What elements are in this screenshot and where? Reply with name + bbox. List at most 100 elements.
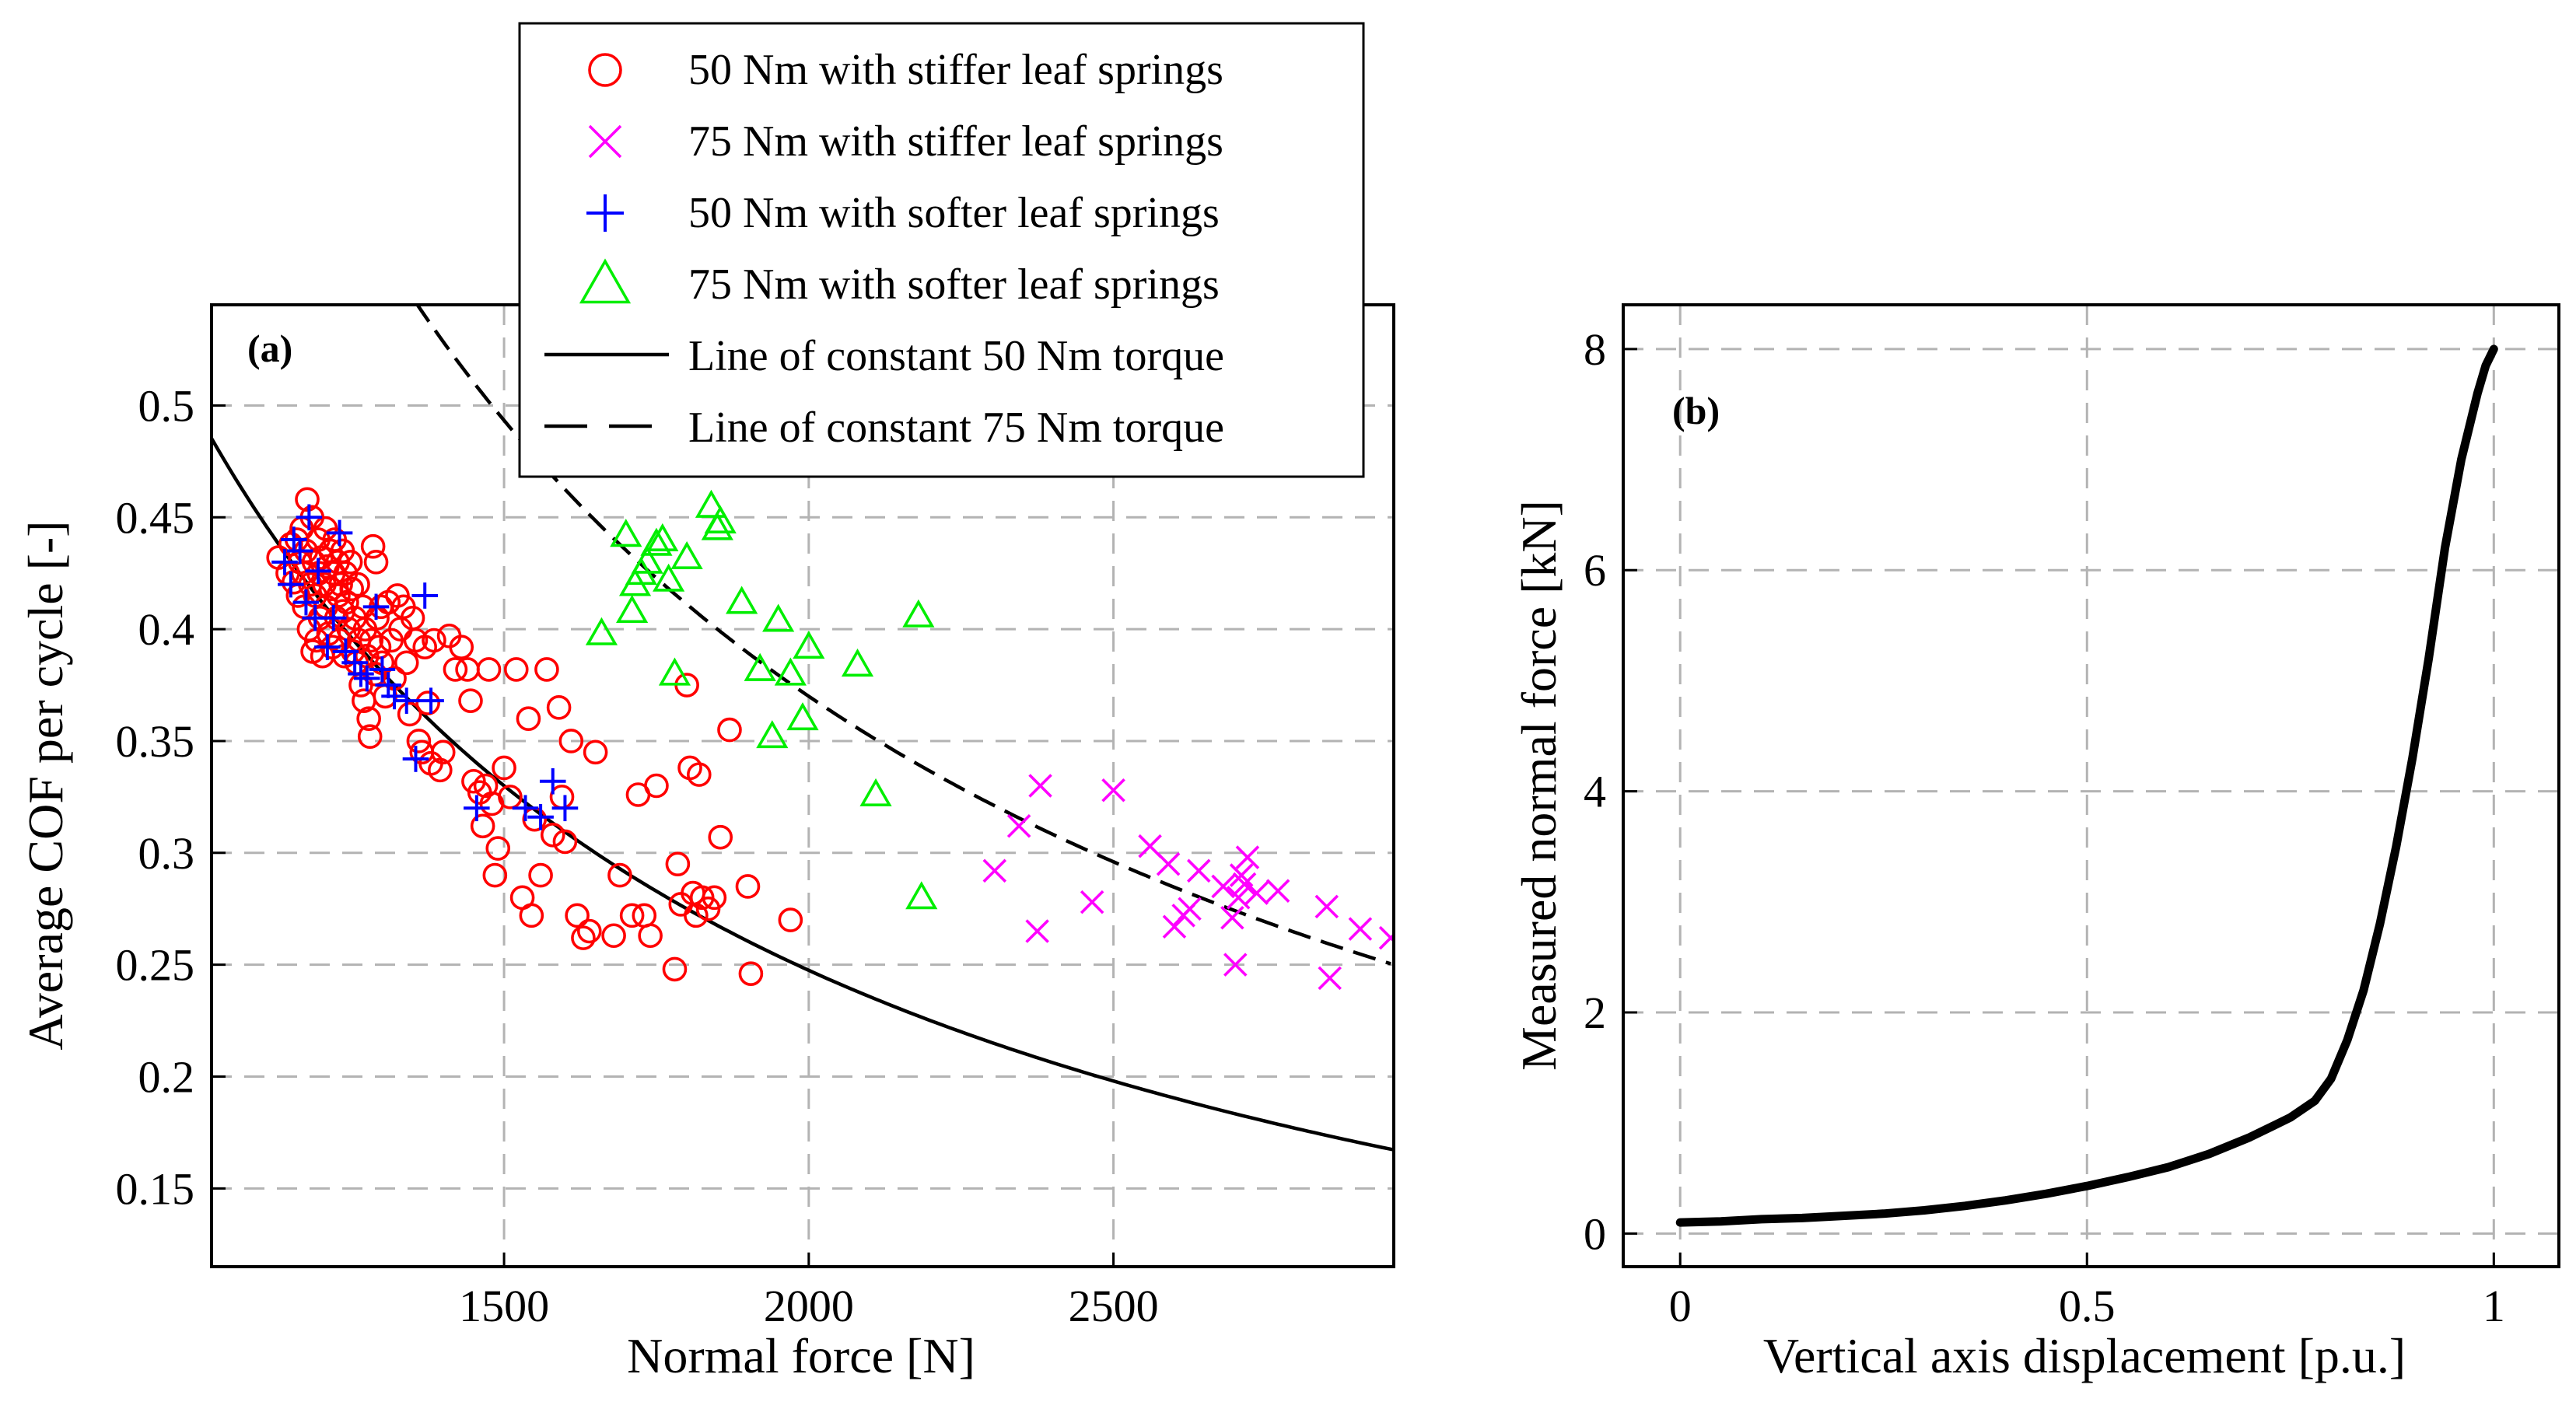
soft-50-point [278, 571, 304, 598]
panel-b-x-axis-label: Vertical axis displacement [p.u.] [1763, 1328, 2406, 1383]
stiff-75-point [982, 858, 1007, 883]
stiff-50-point [565, 903, 590, 928]
normal-force-curve [1675, 344, 2498, 1227]
legend-label: Line of constant 75 Nm torque [688, 404, 1224, 452]
stiff-75-point [1244, 881, 1269, 905]
stiff-50-point [397, 701, 422, 727]
panel-b-y-tick-label: 0 [1584, 1208, 1606, 1259]
stiff-50-point [519, 903, 544, 928]
panel-b-x-tick-label: 1 [2483, 1281, 2505, 1331]
soft-50-point [314, 634, 341, 660]
stiff-50-point [363, 550, 389, 575]
torque-50-line [212, 435, 1394, 1152]
soft-75-point [841, 649, 874, 677]
panel-a-y-tick-label: 0.2 [138, 1051, 195, 1102]
legend-entry: 50 Nm with softer leaf springs [586, 189, 1220, 237]
panel-b-y-tick-label: 4 [1584, 767, 1606, 817]
stiff-75-point [1162, 914, 1187, 939]
panel-b-ticks: 0 0.5 1 0 2 4 6 8 [1584, 324, 2505, 1331]
soft-75-point [631, 545, 663, 574]
stiff-75-point [1318, 966, 1342, 991]
legend-marker [588, 53, 622, 87]
stiff-50-point [534, 657, 559, 682]
stiff-50-point [735, 874, 761, 899]
panel-b-chart: 0 0.5 1 0 2 4 6 8 (b) Vertical axis displacemen… [1511, 303, 2560, 1383]
stiff-50-point [552, 829, 578, 855]
soft-50-point [464, 795, 490, 822]
soft-50-point [402, 746, 429, 772]
legend-label: Line of constant 50 Nm torque [688, 332, 1224, 380]
soft-75-point [786, 702, 819, 731]
soft-50-point [418, 687, 444, 714]
stiff-75-point [1378, 925, 1394, 950]
stiff-50-point [415, 691, 440, 715]
soft-75-point [902, 599, 935, 628]
stiff-50-point [687, 762, 712, 787]
panel-b-grid [1623, 305, 2559, 1267]
stiff-75-point [1232, 872, 1257, 897]
panel-a-plot-area [212, 305, 1394, 1152]
stiff-75-point [1211, 874, 1235, 899]
stiff-50-point [516, 706, 541, 731]
stiff-50-point [684, 903, 709, 928]
stiff-50-point [492, 755, 516, 781]
stiff-50-point [778, 907, 803, 932]
stiff-50-point [345, 572, 370, 597]
soft-75-point [774, 657, 807, 686]
panel-a-y-axis-label: Average COF per cycle [-] [18, 520, 73, 1050]
stiff-75-point [1156, 851, 1181, 876]
panel-b-y-axis-label: Measured normal force [kN] [1511, 500, 1566, 1071]
soft-50-point [551, 795, 579, 822]
panel-a-y-tick-label: 0.45 [116, 492, 195, 543]
stiff-50-point [665, 851, 691, 876]
panel-b-label: (b) [1672, 389, 1720, 432]
panel-b-y-tick-label: 8 [1584, 324, 1606, 375]
soft-75-point [762, 603, 795, 632]
soft-50-point [341, 649, 368, 677]
stiff-75-point [1101, 778, 1125, 802]
stiff-50-point [644, 773, 669, 799]
stiff-50-point [334, 589, 359, 615]
legend-marker [586, 194, 624, 232]
soft-75-point [653, 563, 685, 592]
stiff-75-point [1220, 905, 1244, 930]
stiff-50-point [476, 657, 502, 682]
stiff-50-point [638, 923, 663, 949]
stiff-50-point [406, 729, 432, 753]
soft-50-point [527, 803, 554, 830]
soft-75-point [704, 505, 737, 533]
stiff-75-point [1314, 894, 1339, 919]
panel-b-axes-box [1622, 303, 2560, 1268]
stiff-75-point [1235, 845, 1260, 869]
stiff-50-point [338, 550, 363, 575]
soft-75-point [670, 540, 703, 569]
soft-50-point [292, 589, 320, 616]
stiff-75-point [1226, 886, 1251, 910]
stiff-75-point [1265, 879, 1290, 903]
soft-75-point [646, 523, 679, 551]
legend-entry: Line of constant 75 Nm torque [544, 404, 1224, 452]
panel-a-x-tick-label: 2500 [1069, 1281, 1159, 1331]
panel-a-chart: 1500 2000 2500 0.15 0.2 0.25 0.3 0.35 0.4 0.45 0.5… [18, 22, 1395, 1383]
panel-a-x-tick-label: 2000 [764, 1281, 854, 1331]
soft-50-point [271, 549, 298, 575]
soft-50-point [375, 672, 402, 698]
stiff-50-point [458, 688, 483, 713]
panel-b-y-tick-label: 2 [1584, 988, 1606, 1038]
soft-50-point [539, 767, 566, 795]
stiff-50-point [443, 657, 468, 682]
stiff-50-point [708, 824, 733, 850]
stiff-50-point [449, 635, 474, 659]
stiff-75-point [1348, 917, 1373, 941]
legend-label: 50 Nm with stiffer leaf springs [688, 46, 1223, 94]
stiff-50-point [326, 583, 351, 608]
soft-75-point [616, 594, 649, 624]
soft-75-point [695, 489, 728, 518]
soft-50-point [296, 504, 323, 531]
soft-75-point [859, 778, 892, 806]
legend-label: 75 Nm with softer leaf springs [688, 260, 1220, 309]
stiff-50-point [662, 956, 688, 982]
legend-marker [588, 124, 622, 159]
soft-50-point [286, 537, 313, 565]
